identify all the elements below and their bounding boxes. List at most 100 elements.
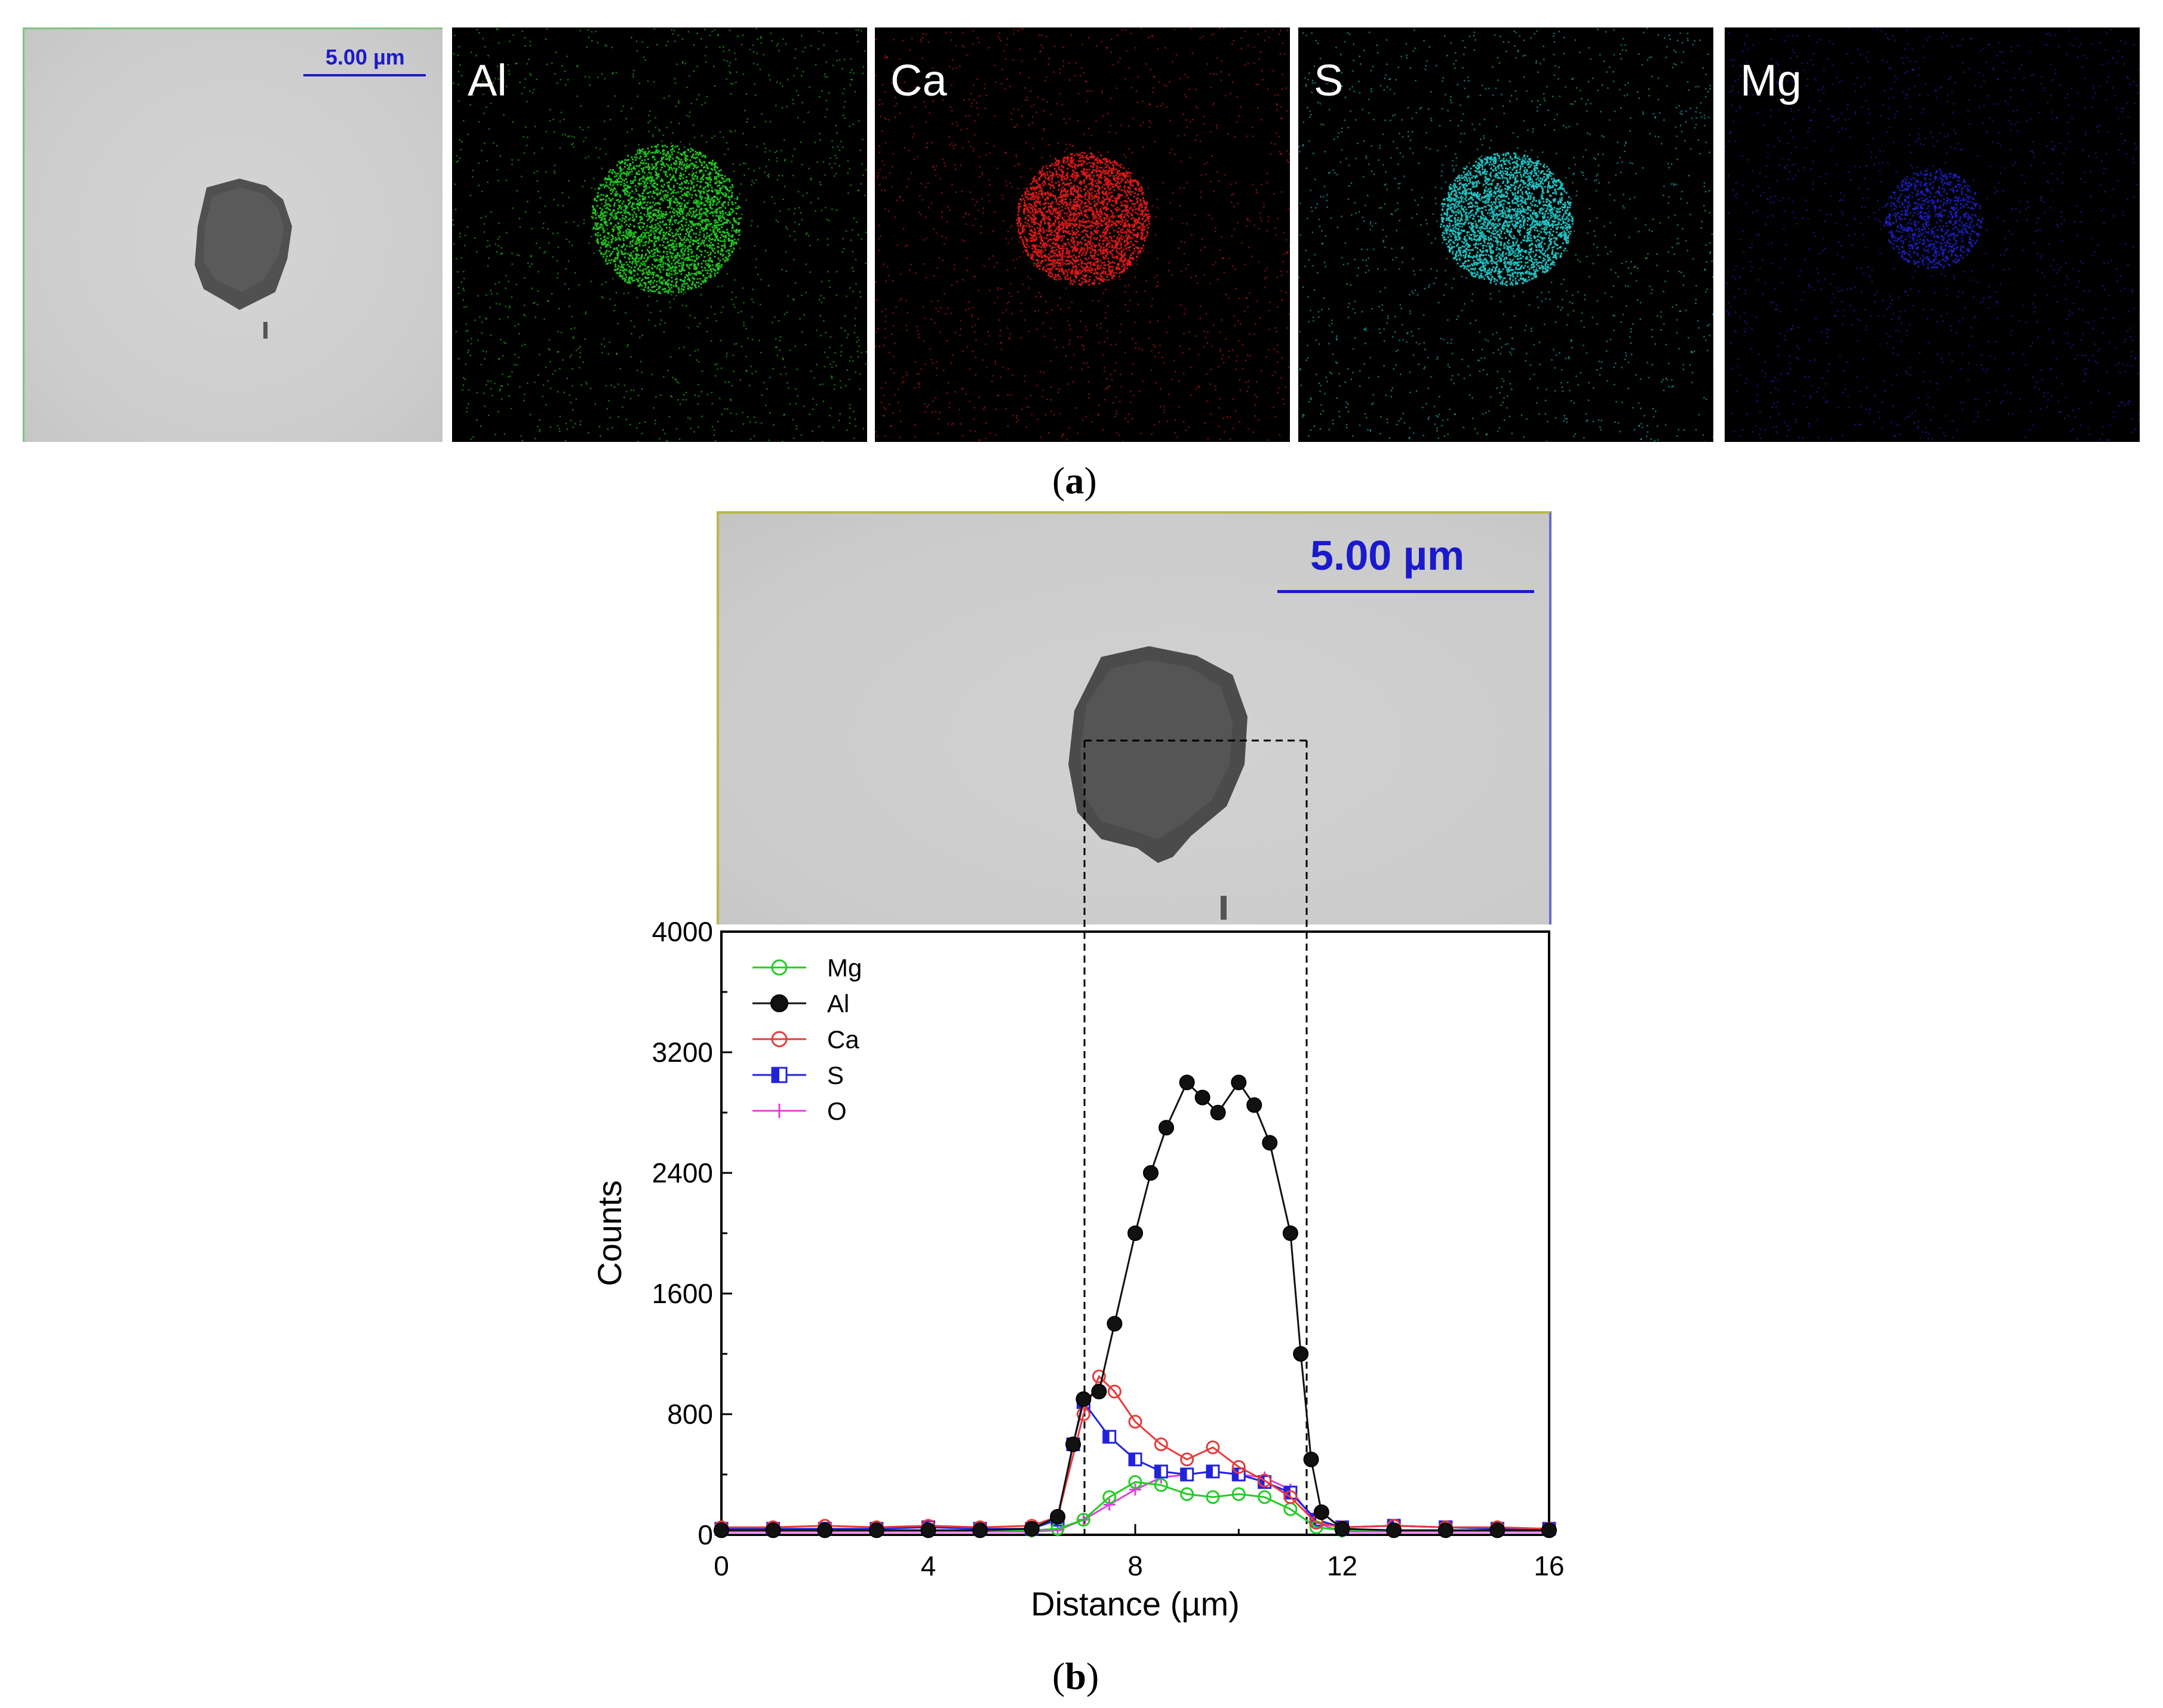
legend-label: Al — [827, 990, 849, 1018]
element-map-s: S — [1298, 27, 1713, 442]
data-point — [1154, 1478, 1168, 1492]
sem-image-small: 5.00 µm — [23, 27, 443, 442]
y-tick-label: 1600 — [652, 1278, 713, 1309]
scale-bar-line-large — [1277, 590, 1534, 593]
data-point — [1283, 1490, 1298, 1504]
data-point-fill — [1103, 1430, 1110, 1443]
data-point — [770, 994, 788, 1012]
element-label-ca: Ca — [890, 56, 947, 105]
map-particle — [1016, 152, 1151, 286]
series-line — [721, 1375, 1550, 1530]
legend-item-s: S — [752, 1061, 844, 1089]
caption-b: (b) — [1052, 1655, 1099, 1697]
data-point — [1437, 1522, 1454, 1538]
data-point — [1258, 1490, 1272, 1504]
sem-image-large: 5.00 µm — [717, 511, 1551, 924]
data-point — [1334, 1520, 1350, 1537]
data-point — [1206, 1440, 1220, 1455]
data-point — [1050, 1509, 1066, 1525]
data-point — [1194, 1089, 1210, 1105]
data-point — [1489, 1522, 1506, 1538]
data-point — [1293, 1346, 1309, 1362]
data-point — [1128, 1415, 1142, 1429]
legend-label: O — [827, 1097, 847, 1125]
map-particle — [1440, 152, 1574, 287]
element-label-s: S — [1314, 56, 1344, 105]
data-point — [1107, 1316, 1123, 1332]
data-point — [1262, 1135, 1278, 1151]
data-point — [1541, 1522, 1557, 1538]
data-point — [771, 1031, 788, 1047]
legend-label: Ca — [827, 1025, 859, 1053]
x-tick-label: 4 — [921, 1550, 936, 1581]
map-particle — [1884, 169, 1984, 269]
data-point — [920, 1522, 936, 1538]
data-point — [1107, 1384, 1122, 1399]
scale-bar-label: 5.00 µm — [325, 45, 405, 69]
data-point — [1142, 1165, 1159, 1181]
x-tick-label: 16 — [1534, 1550, 1564, 1581]
data-point — [1309, 1520, 1323, 1534]
data-point — [1154, 1437, 1168, 1451]
data-point-fill — [1181, 1469, 1187, 1480]
series-al — [714, 1074, 1557, 1538]
data-point — [1206, 1490, 1220, 1504]
data-point — [1246, 1097, 1262, 1113]
scale-bar-label-large: 5.00 µm — [1310, 532, 1465, 579]
element-label-al: Al — [468, 56, 507, 105]
y-tick-label: 3200 — [652, 1037, 713, 1068]
map-particle — [591, 144, 742, 294]
data-point — [817, 1522, 833, 1538]
element-map-mg: Mg — [1725, 27, 2140, 442]
data-point — [1076, 1391, 1092, 1407]
data-point-fill — [772, 1068, 779, 1082]
data-point — [868, 1522, 884, 1538]
data-point — [1180, 1487, 1194, 1501]
data-point — [1092, 1369, 1106, 1384]
data-point — [1179, 1074, 1195, 1090]
map-noise — [875, 27, 1290, 442]
data-point — [765, 1522, 781, 1538]
legend-item-ca: Ca — [752, 1025, 859, 1053]
element-map-al: Al — [452, 27, 867, 442]
data-point-fill — [1233, 1469, 1239, 1480]
data-point — [972, 1522, 988, 1538]
data-point — [1128, 1475, 1142, 1489]
x-axis-label: Distance (µm) — [1031, 1585, 1240, 1623]
data-point — [1102, 1490, 1117, 1504]
data-point-fill — [1206, 1465, 1213, 1477]
data-point — [1127, 1225, 1143, 1241]
data-point — [1231, 1460, 1246, 1474]
data-point — [1231, 1487, 1246, 1501]
data-point-fill — [1258, 1476, 1265, 1488]
particle-large — [1068, 646, 1248, 920]
legend-label: S — [827, 1061, 844, 1089]
data-point — [1158, 1120, 1174, 1136]
data-point — [1282, 1225, 1298, 1241]
y-tick-label: 2400 — [652, 1157, 713, 1188]
data-point — [1024, 1520, 1040, 1537]
legend-item-al: Al — [752, 990, 849, 1018]
data-point — [1065, 1436, 1082, 1452]
y-axis-label: Counts — [591, 1180, 628, 1286]
data-point-fill — [1155, 1465, 1162, 1477]
y-tick-label: 4000 — [652, 916, 713, 947]
y-tick-label: 800 — [667, 1399, 713, 1430]
data-point — [1386, 1522, 1402, 1538]
x-tick-label: 0 — [714, 1550, 729, 1581]
y-tick-label: 0 — [698, 1519, 713, 1550]
data-point — [1231, 1074, 1247, 1090]
data-point — [1210, 1105, 1226, 1120]
map-noise — [1298, 27, 1713, 442]
map-noise — [1725, 27, 2140, 442]
legend-item-mg: Mg — [752, 954, 862, 982]
data-point — [1091, 1384, 1107, 1400]
scale-bar-line — [303, 74, 426, 76]
data-point — [1303, 1451, 1319, 1467]
legend-item-o: O — [752, 1097, 847, 1125]
caption-a: (a) — [1052, 459, 1097, 502]
element-map-ca: Ca — [875, 27, 1290, 442]
x-tick-label: 8 — [1127, 1550, 1143, 1581]
legend-label: Mg — [827, 954, 862, 982]
